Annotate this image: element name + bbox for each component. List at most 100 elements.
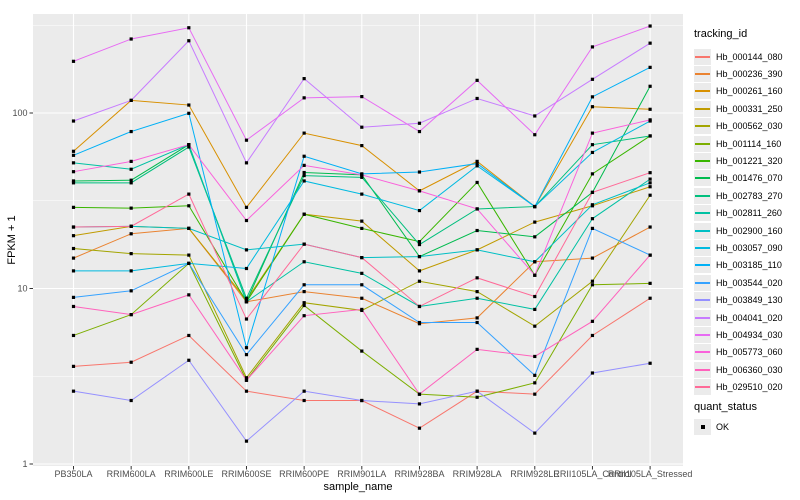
data-point: [648, 296, 652, 300]
legend-item-label: Hb_002900_160: [716, 225, 783, 236]
tick-labels: 1 10 100 PB350LA RRIM600LA RRIM600LE RRIM600SE…: [12, 108, 692, 479]
data-point: [417, 189, 422, 193]
legend-key-icon: [694, 118, 711, 135]
legend-key-icon: [694, 83, 711, 100]
legend-item-label: Hb_001114_160: [716, 138, 782, 149]
legend-key-icon: [694, 187, 711, 204]
data-point: [648, 107, 652, 111]
legend-key-icon: [694, 48, 711, 65]
data-point: [360, 219, 364, 223]
data-point: [244, 248, 249, 252]
data-point: [187, 111, 191, 115]
data-point: [244, 218, 249, 223]
data-point: [244, 439, 249, 443]
legend-item-Hb_000236_390: Hb_000236_390: [694, 65, 783, 83]
data-point: [590, 333, 595, 338]
data-point: [417, 240, 422, 244]
data-point: [187, 293, 191, 297]
data-point: [187, 204, 191, 208]
legend-item-Hb_006360_030: Hb_006360_030: [694, 361, 783, 378]
data-point: [302, 212, 306, 216]
data-point: [590, 131, 595, 135]
data-point: [244, 298, 249, 302]
x-tick-label: RRII105LA_Stressed: [608, 469, 693, 479]
legend-item-Hb_000144_080: Hb_000144_080: [694, 48, 783, 65]
data-point: [533, 392, 537, 396]
data-point: [71, 269, 76, 273]
data-point: [302, 77, 306, 81]
data-point: [590, 190, 595, 194]
legend-item-label: Hb_001221_320: [716, 156, 783, 167]
data-point: [417, 170, 422, 174]
data-point: [648, 361, 652, 365]
legend-item-Hb_002811_260: Hb_002811_260: [694, 205, 783, 222]
data-point: [244, 317, 249, 321]
data-point: [475, 389, 479, 393]
data-point: [129, 37, 133, 41]
data-point: [590, 226, 595, 231]
data-point: [475, 248, 479, 252]
y-tick-label: 100: [12, 108, 27, 118]
data-point: [71, 205, 76, 209]
legend-item-label: Hb_004041_020: [716, 312, 783, 323]
data-point: [187, 39, 191, 43]
data-point: [648, 24, 652, 28]
data-point: [533, 431, 537, 435]
data-point: [302, 173, 306, 178]
data-point: [360, 173, 364, 177]
data-point: [187, 333, 191, 338]
x-tick-label: RRIM600LA: [107, 469, 156, 479]
legend-item-Hb_003544_020: Hb_003544_020: [694, 274, 783, 291]
data-point: [648, 177, 652, 181]
data-point: [244, 266, 249, 271]
data-point: [360, 255, 364, 260]
quant-ok-key-icon: [694, 418, 711, 435]
data-point: [417, 242, 422, 247]
legend-key-icon: [694, 257, 711, 274]
legend-item-Hb_004934_030: Hb_004934_030: [694, 326, 783, 343]
data-point: [648, 65, 652, 69]
data-point: [360, 283, 364, 287]
data-point: [648, 281, 652, 285]
data-point: [71, 246, 76, 251]
legend-item-quant-ok: OK: [694, 418, 729, 435]
data-point: [129, 159, 133, 163]
data-point: [475, 395, 479, 399]
data-point: [71, 161, 76, 165]
data-point: [533, 381, 537, 385]
data-point: [71, 153, 76, 157]
legend-key-icon: [694, 66, 711, 83]
data-point: [533, 204, 537, 209]
x-tick-label: RRIM901LA: [337, 469, 386, 479]
data-point: [71, 181, 76, 185]
data-point: [129, 178, 133, 182]
data-point: [187, 226, 191, 231]
data-point: [302, 314, 306, 318]
data-point: [71, 59, 76, 63]
data-point: [302, 131, 306, 135]
legend-item-Hb_003849_130: Hb_003849_130: [694, 291, 783, 309]
legend: tracking_id Hb_000144_080 Hb_000236_390 Hb…: [693, 0, 800, 500]
legend-item-label: Hb_002783_270: [716, 190, 783, 201]
data-point: [533, 307, 537, 312]
data-points: [71, 24, 652, 443]
x-tick-label: PB350LA: [54, 469, 92, 479]
legend-item-label: Hb_000562_030: [716, 121, 783, 132]
legend-key-icon: [694, 153, 711, 170]
legend-item-Hb_000562_030: Hb_000562_030: [694, 118, 783, 135]
data-point: [187, 26, 191, 30]
data-point: [590, 77, 595, 81]
data-point: [360, 95, 364, 99]
x-tick-label: RRII105LA_Control: [553, 469, 631, 479]
data-point: [648, 84, 652, 88]
legend-item-Hb_001476_070: Hb_001476_070: [694, 170, 783, 187]
data-point: [533, 273, 537, 277]
data-point: [475, 180, 479, 185]
data-point: [590, 283, 595, 287]
data-point: [417, 129, 422, 134]
data-point: [590, 45, 595, 49]
data-point: [244, 376, 249, 380]
legend-item-Hb_004041_020: Hb_004041_020: [694, 309, 783, 326]
data-point: [302, 301, 306, 305]
